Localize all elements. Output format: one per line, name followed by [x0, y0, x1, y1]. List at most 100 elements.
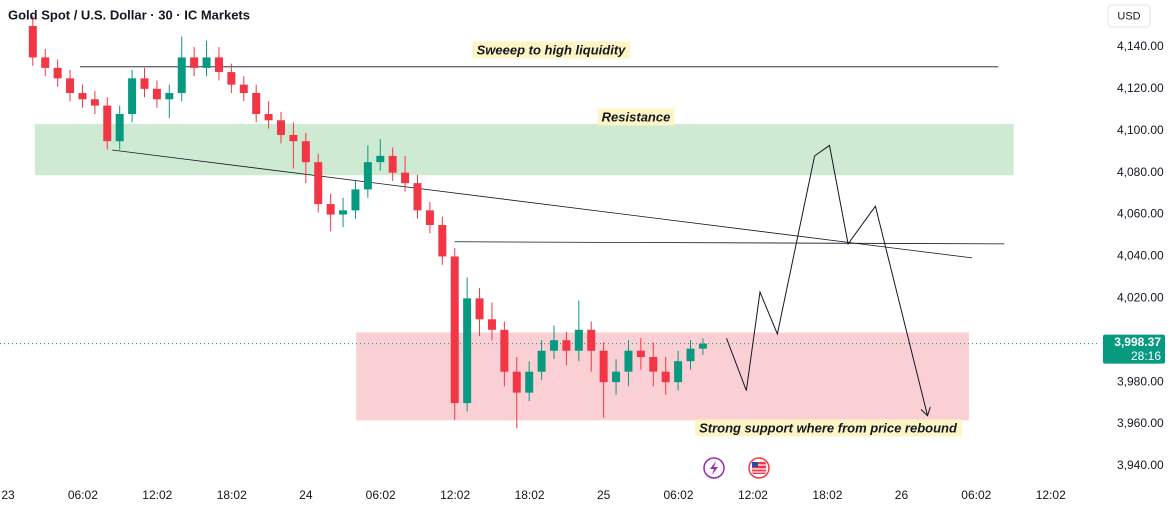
candle-body	[463, 298, 472, 404]
candle-body	[612, 371, 621, 383]
annotation: Strong support where from price rebound	[695, 419, 962, 437]
x-tick-label: 12:02	[142, 488, 172, 502]
annotation-text: Resistance	[602, 109, 671, 124]
candle-body	[525, 371, 534, 393]
candle-body	[227, 72, 236, 85]
candle-body	[78, 93, 87, 100]
candle-body	[574, 329, 583, 351]
plot-area	[0, 15, 1100, 429]
annotation-bg	[597, 108, 675, 126]
candle-body	[314, 162, 323, 205]
candle-body	[115, 113, 124, 142]
candle-body	[41, 57, 50, 68]
candle-body	[401, 172, 410, 184]
y-tick-label: 3,940.00	[1117, 458, 1164, 472]
candle-body	[512, 371, 521, 393]
candle-body	[475, 298, 484, 320]
x-tick-label: 24	[299, 488, 313, 502]
price-box	[1103, 334, 1165, 364]
trend-line	[112, 149, 973, 259]
candle-body	[128, 78, 137, 114]
zone	[34, 123, 1014, 176]
candle-body	[264, 113, 273, 121]
y-tick-label: 4,140.00	[1117, 39, 1164, 53]
candle-body	[388, 155, 397, 173]
candle-body	[363, 162, 372, 190]
currency-box[interactable]	[1107, 4, 1151, 28]
x-tick-label: 26	[895, 488, 909, 502]
candle-body	[537, 350, 546, 372]
annotation-bg	[695, 419, 962, 437]
candle-body	[66, 78, 75, 94]
x-tick-label: 06:02	[663, 488, 693, 502]
candle-body	[649, 357, 658, 372]
x-tick-label: 12:02	[738, 488, 768, 502]
annotation: Resistance	[597, 108, 675, 126]
candle-body	[277, 120, 286, 135]
x-tick-label: 18:02	[812, 488, 842, 502]
candle-body	[674, 361, 683, 383]
candle-body	[202, 57, 211, 68]
candle-body	[599, 350, 608, 383]
candle-body	[624, 350, 633, 372]
candle-body	[28, 25, 37, 58]
projection-path	[726, 144, 927, 415]
y-tick-label: 4,040.00	[1117, 249, 1164, 263]
x-tick-label: 06:02	[366, 488, 396, 502]
candle-body	[165, 93, 174, 100]
flag-canton	[752, 462, 758, 467]
x-tick-label: 18:02	[217, 488, 247, 502]
annotation: Sweeep to high liquidity	[472, 41, 631, 59]
annotation-text: Sweeep to high liquidity	[477, 42, 627, 57]
candle-body	[562, 340, 571, 351]
candle-body	[487, 319, 496, 330]
y-tick-label: 3,980.00	[1117, 374, 1164, 388]
y-tick-label: 4,020.00	[1117, 291, 1164, 305]
candle-body	[587, 329, 596, 351]
annotation-text: Strong support where from price rebound	[699, 420, 958, 435]
candle-body	[103, 105, 112, 142]
candle-body	[698, 343, 707, 349]
candle-body	[289, 134, 298, 142]
trend-line	[454, 241, 1005, 245]
candle-body	[177, 57, 186, 94]
candle-body	[53, 67, 62, 79]
y-tick-label: 4,080.00	[1117, 165, 1164, 179]
x-tick-label: 06:02	[961, 488, 991, 502]
y-tick-label: 4,120.00	[1117, 81, 1164, 95]
y-tick-label: 4,060.00	[1117, 207, 1164, 221]
candle-body	[90, 99, 99, 106]
candle-body	[301, 141, 310, 163]
candle-body	[500, 329, 509, 372]
x-tick-label: 12:02	[1036, 488, 1066, 502]
y-tick-label: 3,960.00	[1117, 416, 1164, 430]
chart-title: Gold Spot / U.S. Dollar · 30 · IC Market…	[8, 7, 250, 22]
x-tick-label: 06:02	[68, 488, 98, 502]
candle-body	[550, 340, 559, 351]
candle-body	[326, 204, 335, 215]
candle-body	[252, 93, 261, 114]
lightning-icon	[710, 461, 718, 475]
candle-body	[636, 350, 645, 358]
annotation-bg	[472, 41, 631, 59]
candle-body	[214, 57, 223, 73]
candle-body	[190, 57, 199, 68]
x-tick-label: 18:02	[515, 488, 545, 502]
y-tick-label: 4,100.00	[1117, 123, 1164, 137]
x-tick-label: 25	[597, 488, 611, 502]
candle-body	[425, 210, 434, 226]
currency[interactable]: USD	[1117, 10, 1140, 22]
x-tick-label: 23	[1, 488, 15, 502]
candle-body	[140, 78, 149, 89]
candle-body	[239, 84, 248, 94]
countdown: 28:16	[1131, 349, 1161, 363]
candle-body	[351, 189, 360, 211]
candle-body	[450, 256, 459, 404]
candle-body	[661, 371, 670, 383]
price-label: 3,998.37	[1114, 335, 1161, 349]
candle-body	[413, 183, 422, 211]
x-tick-label: 12:02	[440, 488, 470, 502]
candle-body	[376, 155, 385, 163]
candle-body	[686, 348, 695, 362]
